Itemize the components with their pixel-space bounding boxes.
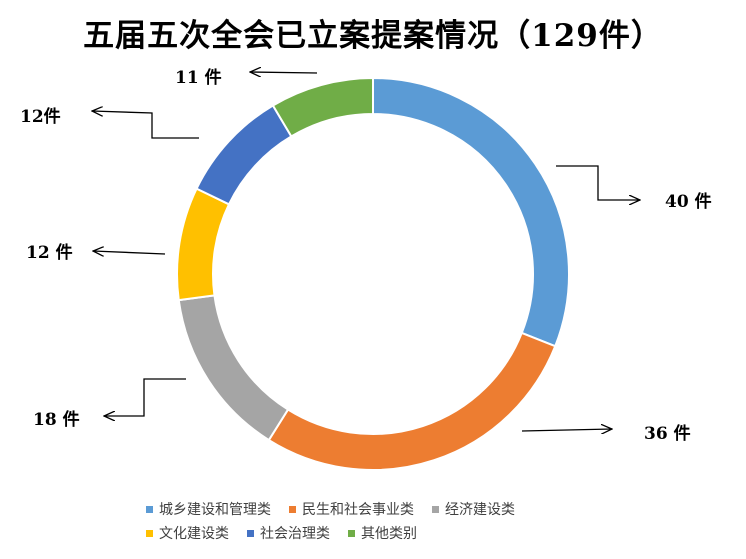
data-label-economic: 18 件 (33, 409, 80, 430)
legend-item-culture: 文化建设类 (146, 523, 229, 543)
legend-label: 城乡建设和管理类 (159, 502, 271, 518)
chart-legend: 城乡建设和管理类 民生和社会事业类 经济建设类 文化建设类 社会治理类 其他类别 (146, 497, 626, 545)
leader-line-culture (93, 251, 166, 254)
legend-swatch (146, 505, 153, 513)
slice-governance (195, 104, 293, 206)
slice-economic (177, 294, 290, 442)
leader-line-urban-rural (556, 165, 640, 200)
legend-item-livelihood: 民生和社会事业类 (289, 499, 414, 519)
data-label-livelihood: 36 件 (644, 423, 691, 444)
legend-item-other: 其他类别 (348, 523, 417, 543)
data-label-other: 11 件 (175, 67, 222, 88)
leader-line-livelihood (521, 429, 612, 431)
slice-livelihood (267, 331, 557, 471)
legend-item-economic: 经济建设类 (432, 499, 515, 519)
slice-other (271, 76, 374, 138)
legend-label: 民生和社会事业类 (302, 502, 414, 518)
data-label-governance: 12件 (20, 106, 61, 127)
data-label-culture: 12 件 (26, 242, 73, 263)
legend-label: 文化建设类 (159, 526, 229, 542)
legend-swatch (432, 505, 439, 513)
slice-culture (176, 187, 231, 302)
slice-urban-rural (372, 76, 570, 348)
data-label-urban-rural: 40 件 (665, 191, 712, 212)
legend-swatch (247, 529, 254, 537)
legend-label: 经济建设类 (445, 502, 515, 518)
legend-swatch (348, 529, 355, 537)
legend-item-urban-rural: 城乡建设和管理类 (146, 499, 271, 519)
chart-title: 五届五次全会已立案提案情况（129件） (83, 18, 663, 54)
legend-label: 社会治理类 (260, 526, 330, 542)
leader-line-economic (104, 378, 186, 416)
leader-line-other (250, 72, 318, 73)
legend-label: 其他类别 (361, 526, 417, 542)
legend-swatch (289, 505, 296, 513)
legend-swatch (146, 529, 153, 537)
leader-line-governance (92, 111, 199, 139)
legend-item-governance: 社会治理类 (247, 523, 330, 543)
